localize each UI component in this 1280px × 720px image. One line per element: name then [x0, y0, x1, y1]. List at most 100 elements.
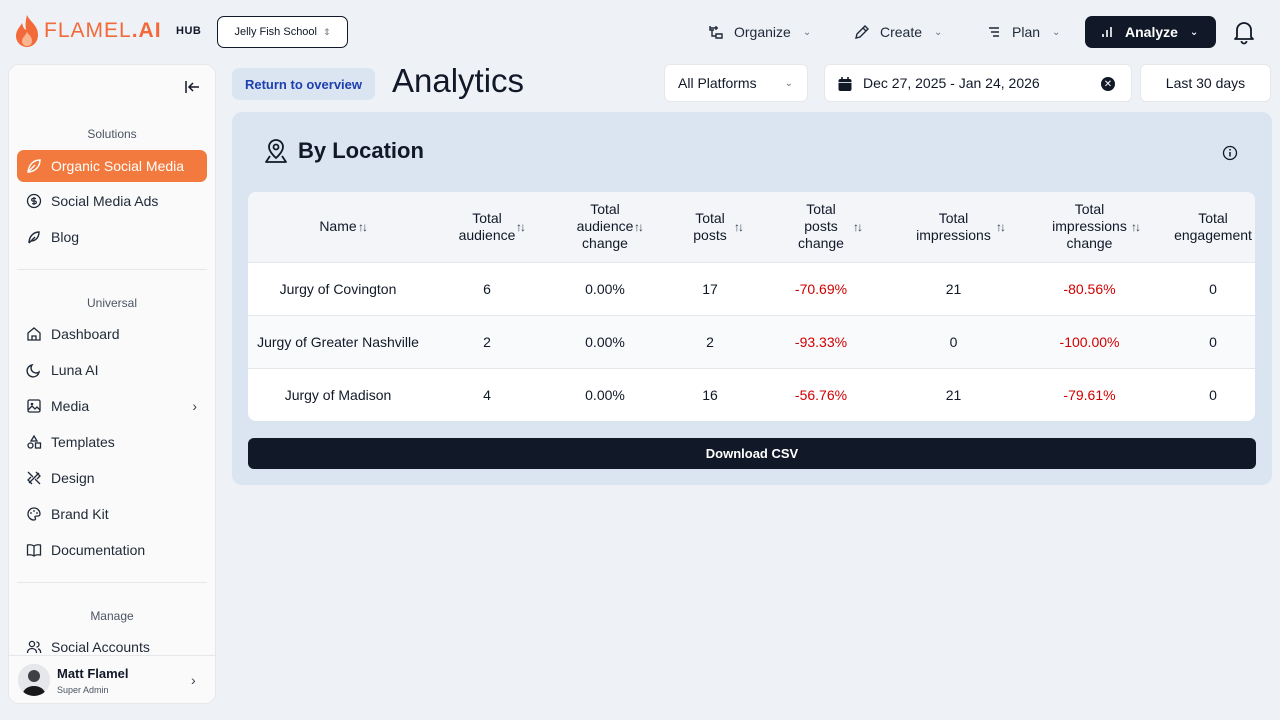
nav-create[interactable]: Create ⌄ [840, 16, 956, 48]
pencil-icon [855, 25, 869, 39]
info-icon[interactable] [1222, 145, 1238, 161]
table-row: Jurgy of Madison 4 0.00% 16 -56.76% 21 -… [248, 368, 1255, 421]
cell-engagement: 0 [1209, 280, 1217, 297]
sidebar-item-label: Social Media Ads [51, 193, 159, 209]
sidebar-item-dashboard[interactable]: Dashboard [17, 318, 207, 350]
sidebar-item-organic-social-media[interactable]: Organic Social Media [17, 150, 207, 182]
cell-posts: 17 [702, 280, 718, 297]
cell-audience: 2 [483, 333, 491, 350]
user-name: Matt Flamel [57, 666, 129, 681]
card-header: By Location [264, 138, 424, 164]
sort-icon: ↑↓ [358, 220, 368, 234]
section-label-manage: Manage [90, 609, 134, 623]
column-header-label: Total impressions [916, 209, 991, 243]
sidebar-item-documentation[interactable]: Documentation [17, 534, 207, 566]
period-select[interactable]: Last 30 days [1140, 64, 1271, 102]
sidebar-item-design[interactable]: Design [17, 462, 207, 494]
table-header-row: Name ↑↓ Total audience ↑↓ Total audience c… [248, 192, 1255, 262]
sidebar-item-label: Brand Kit [51, 506, 109, 522]
sort-icon: ↑↓ [1131, 220, 1141, 234]
chevron-right-icon: › [191, 672, 196, 688]
sort-icon: ↑↓ [996, 220, 1006, 234]
chevron-right-icon: › [192, 398, 197, 414]
clear-date-icon[interactable]: ✕ [1101, 77, 1115, 91]
cell-impressions: 21 [945, 386, 962, 403]
column-header-total-engagement[interactable]: Total engagement↑↓ [1158, 192, 1255, 262]
column-header-total-audience[interactable]: Total audience ↑↓ [428, 192, 546, 262]
sidebar-item-social-media-ads[interactable]: Social Media Ads [17, 185, 207, 217]
download-csv-button[interactable]: Download CSV [248, 438, 1256, 469]
column-header-total-impressions[interactable]: Total impressions ↑↓ [886, 192, 1021, 262]
nav-create-label: Create [880, 24, 923, 40]
sidebar-item-templates[interactable]: Templates [17, 426, 207, 458]
column-header-total-posts[interactable]: Total posts ↑↓ [664, 192, 756, 262]
chevron-down-icon: ⌄ [1189, 26, 1199, 38]
nav-organize[interactable]: Organize ⌄ [694, 16, 825, 48]
sidebar-item-blog[interactable]: Blog [17, 221, 207, 253]
brand-name: FLAMEL [44, 19, 132, 42]
sidebar-divider [17, 582, 207, 583]
nav-plan[interactable]: Plan ⌄ [972, 16, 1074, 48]
palette-icon [27, 507, 41, 521]
cell-posts: 2 [706, 333, 714, 350]
cell-name: Jurgy of Greater Nashville [257, 333, 419, 350]
bell-icon[interactable] [1232, 19, 1256, 45]
sidebar-item-label: Media [51, 398, 90, 414]
workspace-selected-label: Jelly Fish School [234, 26, 317, 38]
user-role: Super Admin [57, 685, 109, 695]
column-header-label: Total audience [458, 209, 516, 243]
moon-icon [26, 363, 41, 378]
cell-posts: 16 [702, 386, 718, 403]
chevron-down-icon: ⌄ [802, 26, 812, 38]
sidebar-item-label: Documentation [51, 542, 146, 558]
cell-engagement: 0 [1209, 386, 1217, 403]
sidebar-item-label: Social Accounts [51, 639, 150, 655]
cell-audience-change: 0.00% [585, 280, 625, 297]
sidebar-item-social-accounts[interactable]: Social Accounts [17, 631, 207, 663]
return-to-overview-button[interactable]: Return to overview [232, 68, 375, 100]
sidebar-item-label: Organic Social Media [51, 158, 185, 174]
users-icon [26, 640, 42, 654]
location-table-container[interactable]: Name ↑↓ Total audience ↑↓ Total audience c… [248, 192, 1255, 421]
sidebar-item-brand-kit[interactable]: Brand Kit [17, 498, 207, 530]
page-title: Analytics [392, 62, 525, 99]
chart-icon [1102, 27, 1112, 37]
nav-analyze[interactable]: Analyze ⌄ [1085, 16, 1216, 48]
chevron-down-icon: ⌄ [1052, 26, 1061, 38]
brand-suffix: .AI [131, 19, 162, 42]
workspace-select[interactable]: Jelly Fish School ⇕ [217, 16, 348, 48]
top-bar: FLAMEL.AI HUB Jelly Fish School ⇕ Organi… [0, 0, 1280, 64]
location-table: Name ↑↓ Total audience ↑↓ Total audience c… [248, 192, 1255, 421]
feather-icon [28, 231, 40, 244]
platform-select[interactable]: All Platforms ⌄ [664, 64, 808, 102]
brand-logo[interactable]: FLAMEL.AI [14, 14, 162, 48]
avatar [18, 664, 50, 696]
hub-label: HUB [176, 25, 202, 37]
sidebar-divider [17, 269, 207, 270]
column-header-name[interactable]: Name ↑↓ [248, 192, 428, 262]
sort-icon: ↑↓ [516, 220, 526, 234]
updown-caret-icon: ⇕ [323, 26, 331, 37]
cell-name: Jurgy of Covington [279, 280, 397, 297]
cell-audience: 4 [483, 386, 491, 403]
column-header-total-impressions-change[interactable]: Total impressions change ↑↓ [1021, 192, 1158, 262]
collapse-sidebar-icon[interactable] [184, 79, 202, 95]
sidebar: Solutions Organic Social Media Social Me… [9, 65, 215, 703]
by-location-card: By Location Name ↑↓ Total audience ↑↓ Tota… [232, 112, 1272, 485]
column-header-total-audience-change[interactable]: Total audience change ↑↓ [546, 192, 664, 262]
date-range-picker[interactable]: Dec 27, 2025 - Jan 24, 2026 ✕ [824, 64, 1132, 102]
dollar-icon [26, 193, 42, 209]
cell-impressions-change: -100.00% [1059, 333, 1120, 350]
sidebar-item-luna-ai[interactable]: Luna AI [17, 354, 207, 386]
cell-audience-change: 0.00% [585, 386, 625, 403]
table-row: Jurgy of Greater Nashville 2 0.00% 2 -93… [248, 315, 1255, 368]
sort-icon: ↑↓ [634, 220, 644, 234]
sidebar-item-media[interactable]: Media › [17, 390, 207, 422]
column-header-label: Name [319, 218, 357, 235]
cell-impressions: 21 [945, 280, 962, 297]
user-profile[interactable]: Matt Flamel Super Admin › [9, 655, 215, 703]
design-icon [27, 471, 41, 485]
cell-posts-change: -70.69% [794, 280, 848, 297]
column-header-total-posts-change[interactable]: Total posts change ↑↓ [756, 192, 886, 262]
chevron-down-icon: ⌄ [934, 26, 943, 38]
